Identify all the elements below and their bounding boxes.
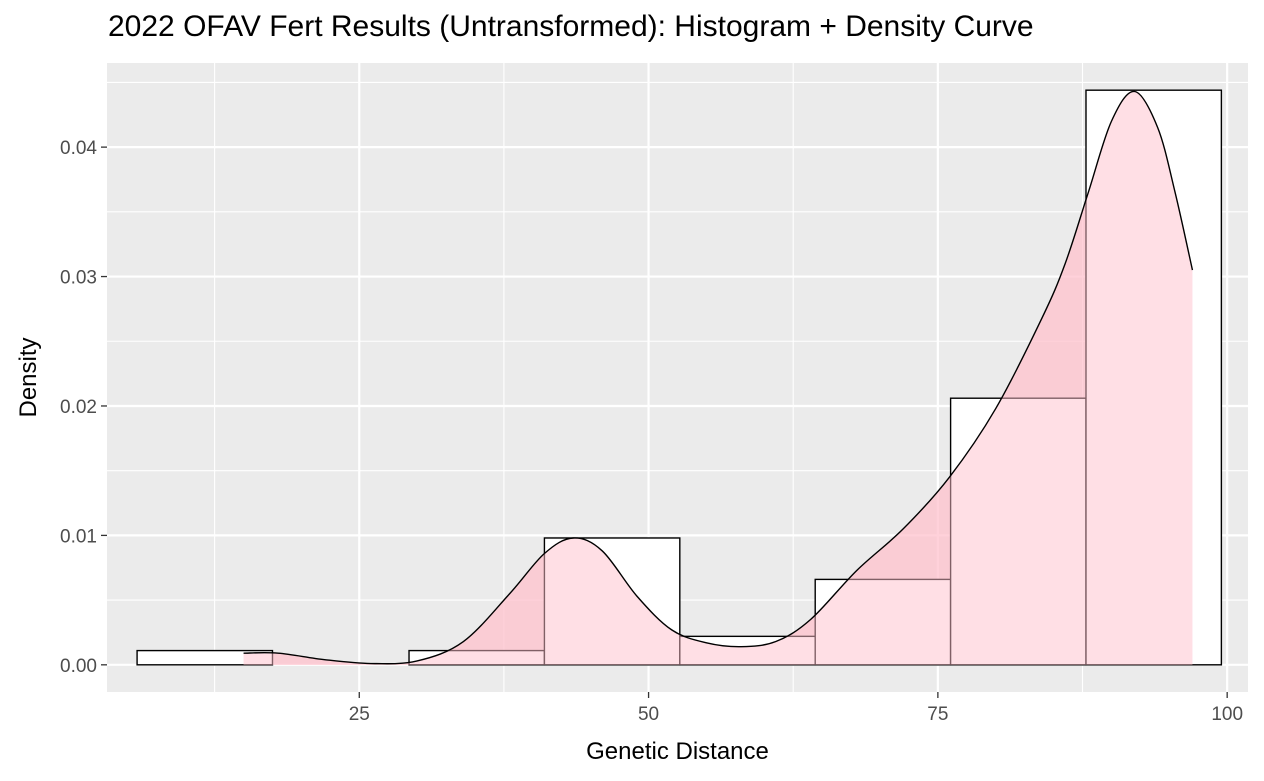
y-tick-label: 0.01 <box>60 526 97 547</box>
x-tick-label: 75 <box>927 704 948 725</box>
y-tick-label: 0.00 <box>60 656 97 677</box>
density-area-overlay <box>243 91 1193 665</box>
density-curve-layer <box>243 90 1194 665</box>
x-axis-tick-labels: 25 50 75 100 <box>349 704 1243 725</box>
y-tick-label: 0.03 <box>60 268 97 289</box>
x-tick-label: 100 <box>1211 704 1243 725</box>
chart-title: 2022 OFAV Fert Results (Untransformed): … <box>108 10 1034 43</box>
x-axis-title: Genetic Distance <box>586 738 769 765</box>
axis-ticks <box>101 146 1228 698</box>
y-tick-label: 0.04 <box>60 138 97 159</box>
y-tick-label: 0.02 <box>60 397 97 418</box>
y-axis-title: Density <box>15 337 42 417</box>
density-curve <box>243 90 1194 665</box>
x-tick-label: 50 <box>638 704 659 725</box>
y-axis-tick-labels: 0.00 0.01 0.02 0.03 0.04 <box>60 138 97 677</box>
x-tick-label: 25 <box>349 704 370 725</box>
